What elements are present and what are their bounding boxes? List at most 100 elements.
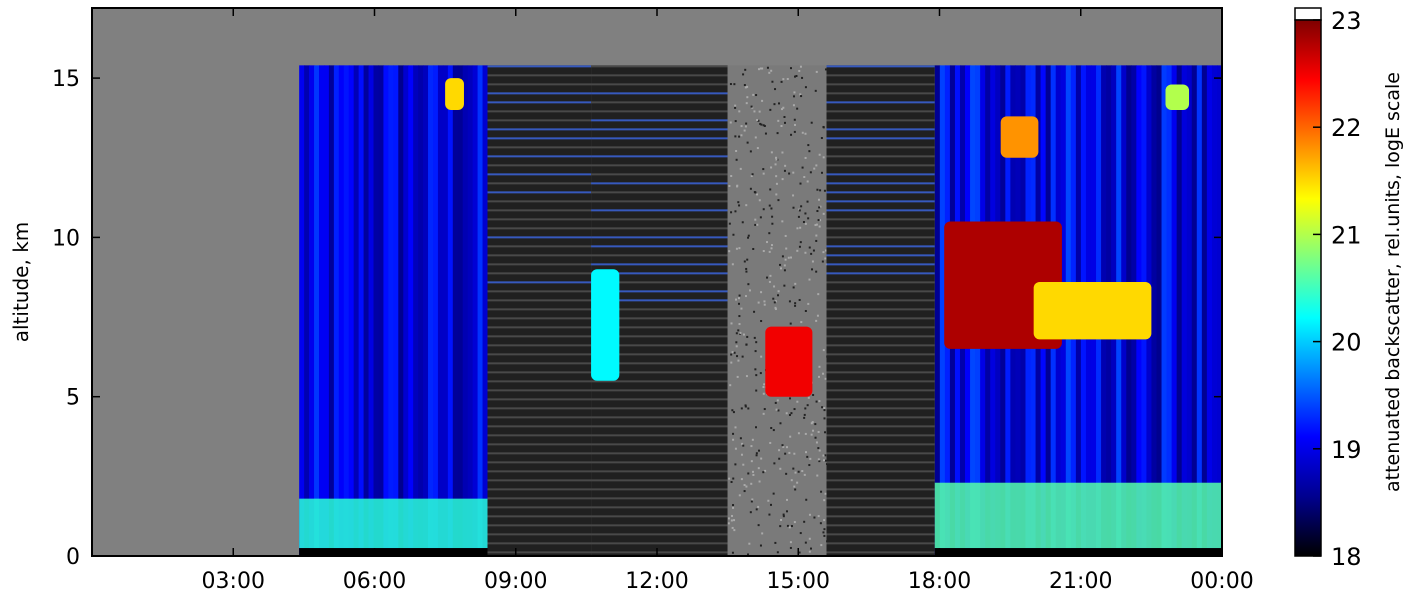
noise-speck [792,206,795,209]
noise-speck [822,251,825,254]
noise-row [487,479,592,482]
colorbar-tick-label: 21 [1331,221,1362,249]
noise-speck [804,222,807,225]
noise-speck [783,121,786,124]
noise-speck [808,513,811,516]
noise-speck [793,521,796,524]
noise-row [591,371,728,374]
noise-speck [756,118,759,121]
profile-column [348,65,355,556]
noise-row [487,182,592,185]
noise-speck [760,291,763,294]
noise-row [826,272,935,275]
noise-speck [745,485,748,488]
noise-row [487,227,592,230]
noise-speck [782,106,785,109]
noise-speck [733,529,736,532]
noise-speck [730,481,733,484]
noise-row [826,299,935,302]
noise-speck [755,454,758,457]
noise-speck [730,519,733,522]
noise-row [487,254,592,257]
noise-row [826,128,935,131]
noise-speck [820,544,823,547]
noise-row [487,326,592,329]
noise-speck [798,245,801,248]
noise-row [487,119,592,122]
noise-speck [729,83,732,86]
noise-speck [768,232,771,235]
noise-speck [818,206,821,209]
noise-speck [736,355,739,358]
noise-speck [744,125,747,128]
noise-speck [733,83,736,86]
noise-speck [770,207,773,210]
noise-speck [731,551,734,554]
noise-speck [822,459,825,462]
profile-column [398,65,404,556]
noise-row [591,506,728,509]
noise-row [487,110,592,113]
surface-band [299,548,488,556]
noise-speck [769,108,772,111]
noise-speck [732,233,735,236]
noise-speck [761,532,764,535]
profile-column [477,65,484,556]
noise-speck [750,500,753,503]
noise-speck [801,76,804,79]
noise-speck [745,270,748,273]
noise-speck [745,102,748,105]
noise-speck [744,86,747,89]
noise-row [591,524,728,527]
noise-row [826,263,935,266]
noise-speck [780,519,783,522]
noise-speck [741,355,744,358]
noise-speck [735,150,738,153]
noise-speck [755,341,758,344]
noise-speck [755,508,758,511]
noise-speck [812,249,815,252]
noise-row [826,506,935,509]
noise-speck [760,123,763,126]
noise-speck [794,302,797,305]
noise-speck [763,303,766,306]
noise-row [487,344,592,347]
boundary-layer [934,482,1222,549]
noise-speck [783,115,786,118]
noise-speck [728,184,731,187]
noise-row [591,263,728,266]
noise-row [826,92,935,95]
noise-speck [824,459,827,462]
noise-speck [731,351,734,354]
noise-speck [769,188,772,191]
noise-row [826,101,935,104]
noise-row [487,533,592,536]
profile-column [1186,65,1193,556]
noise-speck [746,85,749,88]
noise-speck [771,222,774,225]
noise-speck [793,485,796,488]
noise-speck [803,175,806,178]
noise-row [487,281,592,284]
noise-speck [775,182,778,185]
x-tick-label: 09:00 [484,569,547,594]
profile-column [1206,65,1213,556]
noise-speck [789,322,792,325]
noise-speck [772,429,775,432]
noise-row [487,236,592,239]
noise-row [487,416,592,419]
noise-row [591,83,728,86]
noise-speck [822,156,825,159]
noise-speck [736,375,739,378]
profile-column [358,65,365,556]
noise-speck [730,211,733,214]
noise-speck [745,267,748,270]
noise-speck [738,323,741,326]
noise-speck [786,77,789,80]
noise-row [487,191,592,194]
noise-speck [773,462,776,465]
noise-row [826,164,935,167]
noise-speck [759,122,762,125]
profile-column [309,65,315,556]
noise-speck [773,301,776,304]
